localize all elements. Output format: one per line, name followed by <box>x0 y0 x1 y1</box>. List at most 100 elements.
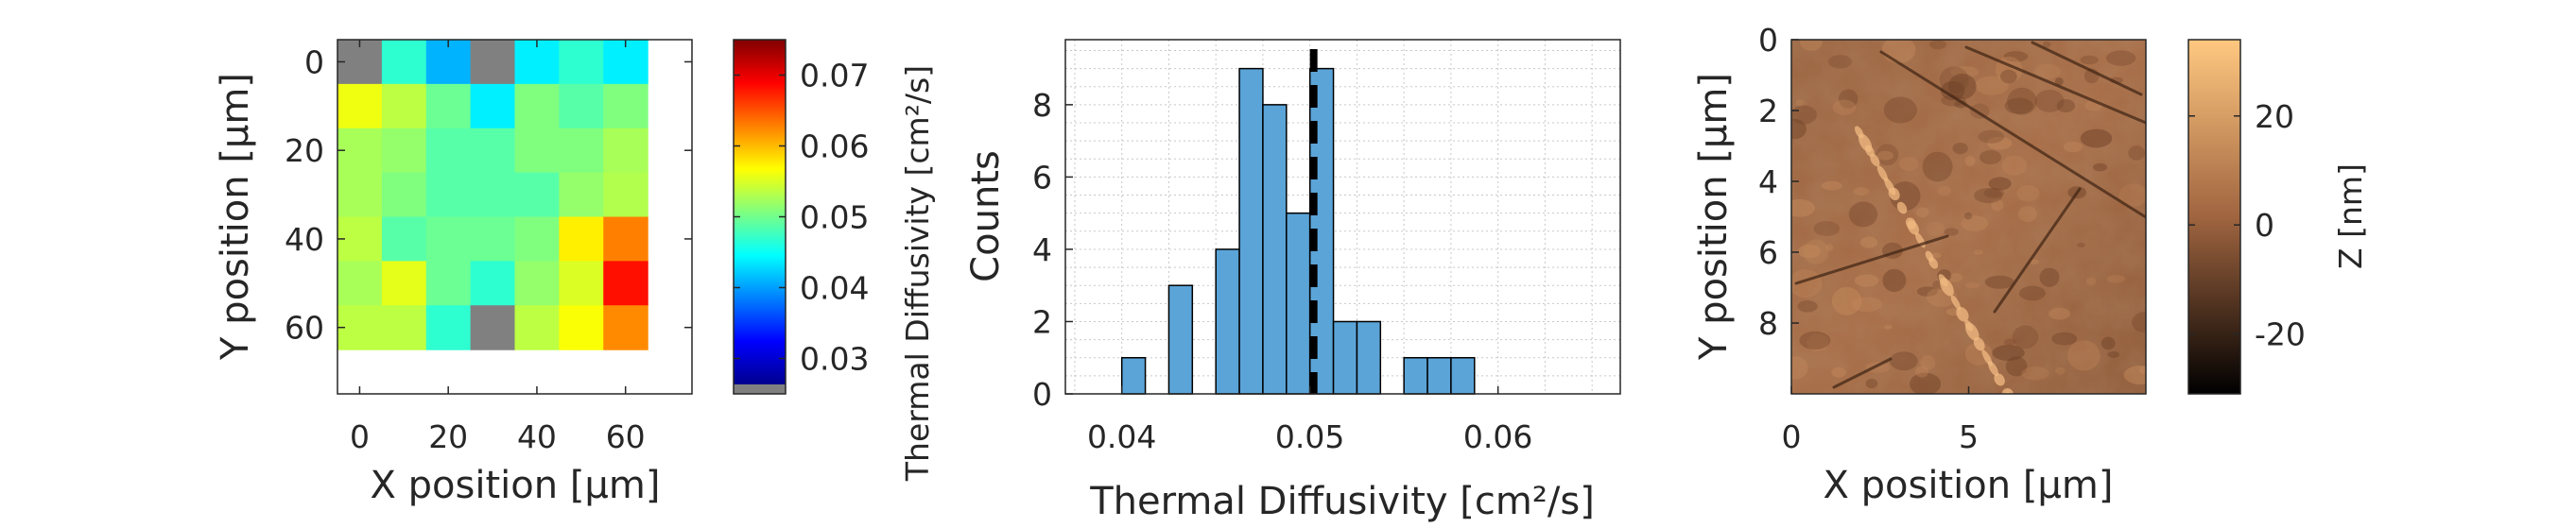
diffusivity-cell <box>559 261 604 306</box>
y-tick-label: 60 <box>285 310 324 347</box>
diffusivity-colorbar-ticks: 0.03 0.04 0.05 0.06 0.07 <box>734 58 869 378</box>
diffusivity-cell <box>603 83 648 129</box>
surface-grain <box>2003 338 2015 346</box>
surface-grain <box>1910 372 1942 394</box>
surface-grain <box>1807 333 1829 351</box>
surface-grain <box>1973 249 1983 256</box>
surface-grain <box>1803 239 1829 264</box>
surface-grain <box>2092 162 2108 172</box>
surface-grain <box>1821 180 1842 191</box>
surface-grain <box>2051 332 2078 346</box>
y-tick-label: 4 <box>1758 163 1778 200</box>
x-tick-label: 20 <box>428 418 468 455</box>
surface-grain <box>2106 274 2126 283</box>
histogram-bar <box>1403 356 1428 395</box>
diffusivity-cell <box>603 305 648 350</box>
surface-grain <box>1964 156 1976 166</box>
diffusivity-cell <box>514 128 560 174</box>
colorbar-tick-label: 0.05 <box>800 199 869 236</box>
diffusivity-cell <box>603 128 648 174</box>
y-tick-label: 0 <box>1758 22 1778 59</box>
surface-grain <box>1915 366 1928 378</box>
diffusivity-cell <box>425 261 472 306</box>
diffusivity-map-cells <box>337 40 648 350</box>
diffusivity-cell <box>559 305 604 350</box>
surface-grain <box>1831 286 1862 315</box>
surface-scratch <box>1832 357 1893 389</box>
diffusivity-cell <box>470 305 516 350</box>
diffusivity-cell <box>337 172 383 218</box>
surface-grain <box>1937 185 1952 196</box>
surface-grain <box>2054 77 2064 86</box>
surface-grain <box>2077 242 2085 247</box>
surface-grain <box>1915 207 1929 218</box>
surface-grain <box>1848 201 1878 228</box>
surface-grain <box>2049 307 2070 320</box>
histogram-bar <box>1215 248 1240 395</box>
histogram-bar <box>1450 356 1476 395</box>
y-tick-label: 8 <box>1032 87 1052 124</box>
diffusivity-colorbar <box>734 40 786 384</box>
surface-grain <box>2085 277 2097 285</box>
x-tick-label: 40 <box>517 418 557 455</box>
diffusivity-cell <box>337 261 383 306</box>
diffusivity-map-x-ticks: 0 20 40 60 <box>350 40 646 455</box>
histogram-bar <box>1356 320 1382 395</box>
afm-surface-features <box>1791 40 2146 394</box>
afm-y-label: Y position [μm] <box>1692 73 1736 361</box>
surface-grain <box>2034 63 2062 79</box>
surface-grain <box>1948 273 1963 282</box>
surface-grain <box>1800 40 1823 51</box>
surface-grain <box>2107 350 2120 358</box>
diffusivity-cell <box>425 216 472 262</box>
diffusivity-cell <box>337 83 383 129</box>
diffusivity-cell <box>381 305 427 350</box>
surface-ridge <box>1973 337 1985 351</box>
surface-grain <box>1854 274 1879 287</box>
surface-grain <box>1979 149 2002 165</box>
diffusivity-colorbar-missing-swatch <box>734 384 786 394</box>
x-tick-label: 0.04 <box>1087 418 1156 455</box>
surface-grain <box>1929 40 1946 50</box>
surface-ridge <box>1870 153 1880 167</box>
surface-grain <box>1964 212 1973 220</box>
diffusivity-cell <box>381 83 427 129</box>
surface-ridge <box>1988 361 1999 377</box>
histogram-y-ticks: 0 2 4 6 8 <box>1032 87 1073 413</box>
surface-ridge <box>1964 322 1980 341</box>
surface-grain <box>2067 340 2101 371</box>
histogram-bar <box>1332 320 1358 395</box>
surface-grain <box>2123 365 2146 385</box>
x-tick-label: 0 <box>1782 418 1802 455</box>
surface-grain <box>2016 185 2040 202</box>
surface-grain <box>1950 66 1980 78</box>
surface-scratch <box>1993 187 2082 314</box>
surface-grain <box>1825 244 1834 251</box>
surface-grain <box>2021 366 2049 381</box>
surface-ridge <box>1928 257 1939 269</box>
y-tick-label: 2 <box>1032 303 1052 340</box>
surface-grain <box>1999 69 2017 84</box>
surface-ridge <box>1956 307 1969 322</box>
surface-grain <box>2019 285 2046 301</box>
surface-grain <box>1791 269 1823 298</box>
diffusivity-cell <box>559 40 604 85</box>
surface-grain <box>1890 351 1918 371</box>
diffusivity-cell <box>514 216 560 262</box>
diffusivity-cell <box>470 261 516 306</box>
afm-colorbar-frame <box>2187 39 2241 395</box>
diffusivity-cell <box>559 216 604 262</box>
surface-grain <box>1827 55 1853 69</box>
surface-grain <box>1798 244 1821 259</box>
diffusivity-map-x-label: X position [μm] <box>371 464 661 507</box>
surface-grain <box>1832 99 1857 115</box>
y-tick-label: 20 <box>285 132 324 169</box>
y-tick-label: 2 <box>1758 93 1778 129</box>
colorbar-tick-label: -20 <box>2255 316 2306 353</box>
histogram-bar <box>1426 356 1452 395</box>
afm-colorbar-label: Z [nm] <box>2332 163 2369 269</box>
surface-grain <box>2080 55 2099 65</box>
diffusivity-cell <box>514 305 560 350</box>
surface-grain <box>1865 362 1891 373</box>
